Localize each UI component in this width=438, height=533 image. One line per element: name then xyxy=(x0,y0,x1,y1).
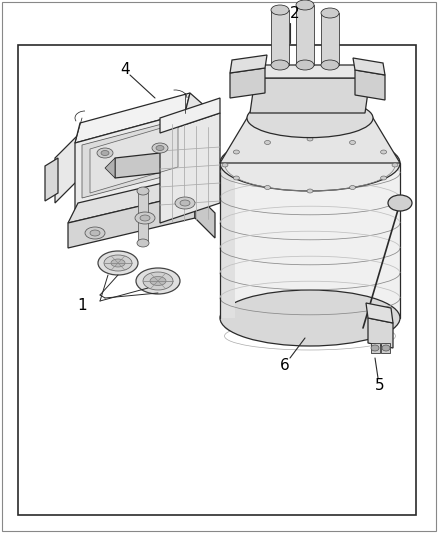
Ellipse shape xyxy=(350,185,356,190)
Polygon shape xyxy=(381,343,390,353)
Ellipse shape xyxy=(388,195,412,211)
Ellipse shape xyxy=(104,255,132,271)
Ellipse shape xyxy=(381,176,387,180)
Ellipse shape xyxy=(350,141,356,144)
Ellipse shape xyxy=(296,60,314,70)
Text: 6: 6 xyxy=(280,359,290,374)
Polygon shape xyxy=(271,10,289,65)
Polygon shape xyxy=(68,173,205,223)
Ellipse shape xyxy=(392,163,398,167)
Ellipse shape xyxy=(296,0,314,10)
Polygon shape xyxy=(296,5,314,65)
Polygon shape xyxy=(220,163,235,318)
Polygon shape xyxy=(105,158,115,178)
Polygon shape xyxy=(353,58,385,75)
Ellipse shape xyxy=(381,150,387,154)
Ellipse shape xyxy=(307,137,313,141)
Ellipse shape xyxy=(175,197,195,209)
Polygon shape xyxy=(160,113,220,223)
Ellipse shape xyxy=(98,251,138,275)
Ellipse shape xyxy=(156,146,164,150)
Ellipse shape xyxy=(220,290,400,346)
Polygon shape xyxy=(195,193,215,238)
Polygon shape xyxy=(355,70,385,100)
Text: 1: 1 xyxy=(77,298,87,313)
Ellipse shape xyxy=(97,148,113,158)
Bar xyxy=(18,45,416,515)
Ellipse shape xyxy=(321,60,339,70)
Ellipse shape xyxy=(247,99,373,138)
Polygon shape xyxy=(368,318,393,348)
Polygon shape xyxy=(220,118,400,163)
Ellipse shape xyxy=(222,163,228,167)
Ellipse shape xyxy=(307,189,313,193)
Text: 2: 2 xyxy=(290,5,300,20)
Polygon shape xyxy=(321,13,339,65)
Polygon shape xyxy=(82,118,185,198)
Ellipse shape xyxy=(143,272,173,290)
Polygon shape xyxy=(75,93,190,143)
Ellipse shape xyxy=(101,150,109,156)
Ellipse shape xyxy=(137,187,149,195)
Polygon shape xyxy=(220,163,400,318)
Polygon shape xyxy=(75,113,185,213)
Ellipse shape xyxy=(271,5,289,15)
Ellipse shape xyxy=(265,185,271,190)
Ellipse shape xyxy=(152,143,168,153)
Ellipse shape xyxy=(135,212,155,224)
Ellipse shape xyxy=(180,200,190,206)
Ellipse shape xyxy=(85,227,105,239)
Ellipse shape xyxy=(271,60,289,70)
Ellipse shape xyxy=(137,239,149,247)
Polygon shape xyxy=(371,343,380,353)
Polygon shape xyxy=(230,68,265,98)
Polygon shape xyxy=(185,113,210,203)
Polygon shape xyxy=(250,78,370,113)
Polygon shape xyxy=(230,55,267,73)
Ellipse shape xyxy=(90,230,100,236)
Text: 4: 4 xyxy=(120,61,130,77)
Polygon shape xyxy=(45,158,58,201)
Ellipse shape xyxy=(111,259,125,267)
Ellipse shape xyxy=(382,345,390,351)
Ellipse shape xyxy=(140,215,150,221)
Ellipse shape xyxy=(150,277,166,286)
Polygon shape xyxy=(55,133,80,203)
Ellipse shape xyxy=(233,176,240,180)
Ellipse shape xyxy=(371,345,379,351)
Polygon shape xyxy=(255,65,370,78)
Polygon shape xyxy=(138,193,148,243)
Ellipse shape xyxy=(265,141,271,144)
Ellipse shape xyxy=(220,135,400,191)
Ellipse shape xyxy=(136,268,180,294)
Text: 5: 5 xyxy=(375,377,385,392)
Polygon shape xyxy=(90,123,178,193)
Ellipse shape xyxy=(321,8,339,18)
Ellipse shape xyxy=(233,150,240,154)
Polygon shape xyxy=(68,193,195,248)
Polygon shape xyxy=(160,98,220,133)
Polygon shape xyxy=(366,303,393,323)
Polygon shape xyxy=(115,153,160,178)
Polygon shape xyxy=(185,93,215,133)
